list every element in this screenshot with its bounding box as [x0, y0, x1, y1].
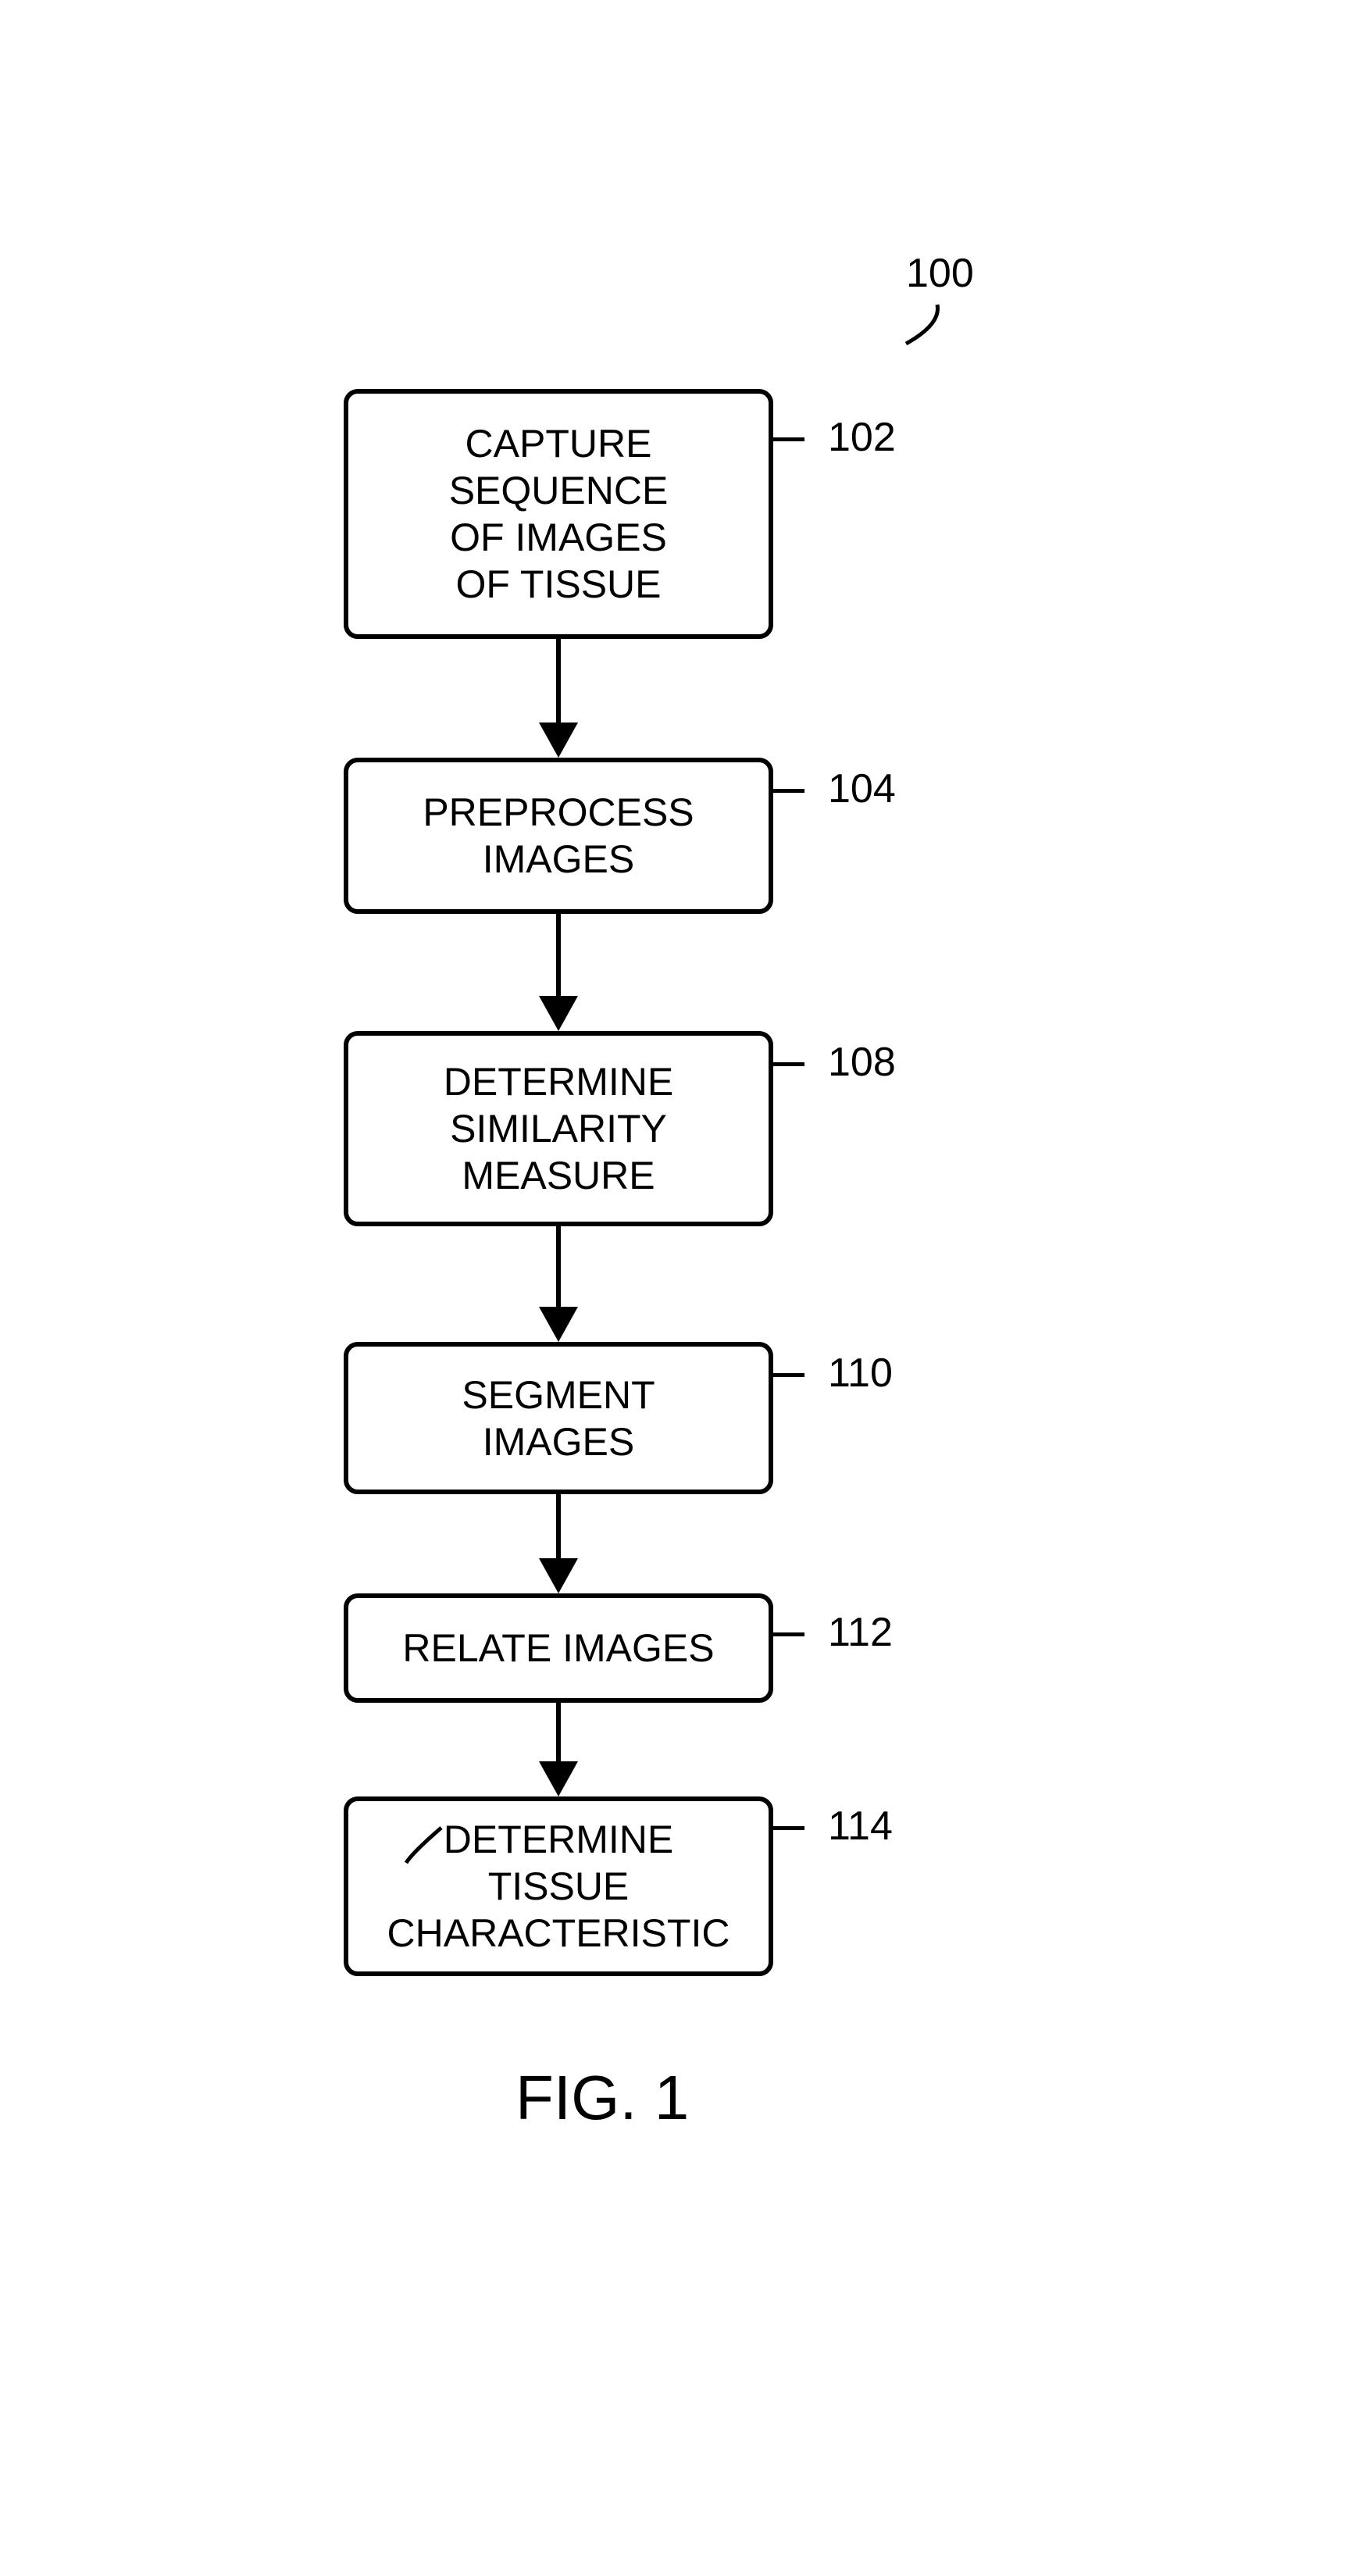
- ref-label-108: 108: [828, 1039, 896, 1086]
- ref-tick: [773, 1062, 804, 1066]
- flow-box-text: DETERMINE SIMILARITY MEASURE: [444, 1058, 673, 1199]
- ref-label-114: 114: [828, 1803, 893, 1850]
- flowchart-page: 100 CAPTURE SEQUENCE OF IMAGES OF TISSUE…: [0, 0, 1352, 2576]
- flow-box-n102: CAPTURE SEQUENCE OF IMAGES OF TISSUE: [344, 389, 773, 639]
- ref-label-112: 112: [828, 1609, 893, 1656]
- flow-box-n108: DETERMINE SIMILARITY MEASURE: [344, 1031, 773, 1226]
- ref-tick: [773, 1826, 804, 1830]
- flow-box-n112: RELATE IMAGES: [344, 1593, 773, 1703]
- ref-tick: [773, 789, 804, 793]
- flow-arrow: [539, 1703, 578, 1796]
- ref-tick: [773, 1373, 804, 1377]
- flow-box-text: PREPROCESS IMAGES: [423, 789, 694, 883]
- flow-arrow: [539, 1494, 578, 1593]
- ref-label-102: 102: [828, 414, 896, 461]
- flow-arrow: [539, 1226, 578, 1342]
- figure-caption: FIG. 1: [515, 2062, 689, 2134]
- ref-label-104: 104: [828, 765, 896, 812]
- ref-tick: [773, 1632, 804, 1636]
- flow-box-text: SEGMENT IMAGES: [462, 1372, 655, 1465]
- ref-tick: [773, 437, 804, 441]
- determine-leader-hook: [394, 1816, 453, 1875]
- flow-box-n110: SEGMENT IMAGES: [344, 1342, 773, 1494]
- ref-label-110: 110: [828, 1350, 893, 1397]
- flow-box-text: CAPTURE SEQUENCE OF IMAGES OF TISSUE: [449, 420, 669, 608]
- overall-ref-hook: [890, 289, 953, 359]
- flow-box-text: RELATE IMAGES: [402, 1625, 714, 1672]
- flow-arrow: [539, 914, 578, 1031]
- flow-arrow: [539, 639, 578, 758]
- flow-box-n104: PREPROCESS IMAGES: [344, 758, 773, 914]
